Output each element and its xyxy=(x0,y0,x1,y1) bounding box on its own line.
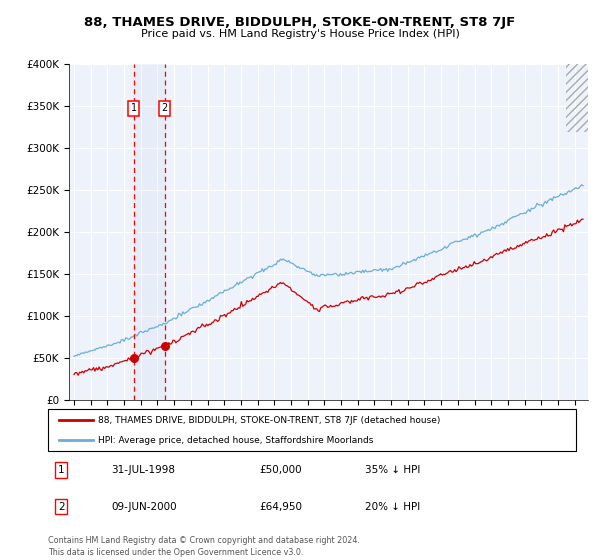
Text: 35% ↓ HPI: 35% ↓ HPI xyxy=(365,465,420,475)
Text: 88, THAMES DRIVE, BIDDULPH, STOKE-ON-TRENT, ST8 7JF (detached house): 88, THAMES DRIVE, BIDDULPH, STOKE-ON-TRE… xyxy=(98,416,440,424)
Text: 2: 2 xyxy=(161,103,168,113)
Text: HPI: Average price, detached house, Staffordshire Moorlands: HPI: Average price, detached house, Staf… xyxy=(98,436,374,445)
Text: 20% ↓ HPI: 20% ↓ HPI xyxy=(365,502,420,511)
Bar xyxy=(566,64,592,132)
Text: £50,000: £50,000 xyxy=(259,465,302,475)
Text: 09-JUN-2000: 09-JUN-2000 xyxy=(112,502,177,511)
Text: 88, THAMES DRIVE, BIDDULPH, STOKE-ON-TRENT, ST8 7JF: 88, THAMES DRIVE, BIDDULPH, STOKE-ON-TRE… xyxy=(85,16,515,29)
Text: 31-JUL-1998: 31-JUL-1998 xyxy=(112,465,175,475)
Text: Price paid vs. HM Land Registry's House Price Index (HPI): Price paid vs. HM Land Registry's House … xyxy=(140,29,460,39)
Text: £64,950: £64,950 xyxy=(259,502,302,511)
Text: Contains HM Land Registry data © Crown copyright and database right 2024.
This d: Contains HM Land Registry data © Crown c… xyxy=(48,536,360,557)
Text: 2: 2 xyxy=(58,502,65,511)
Text: 1: 1 xyxy=(131,103,137,113)
FancyBboxPatch shape xyxy=(48,409,576,451)
Bar xyxy=(134,64,165,400)
Text: 1: 1 xyxy=(58,465,65,475)
